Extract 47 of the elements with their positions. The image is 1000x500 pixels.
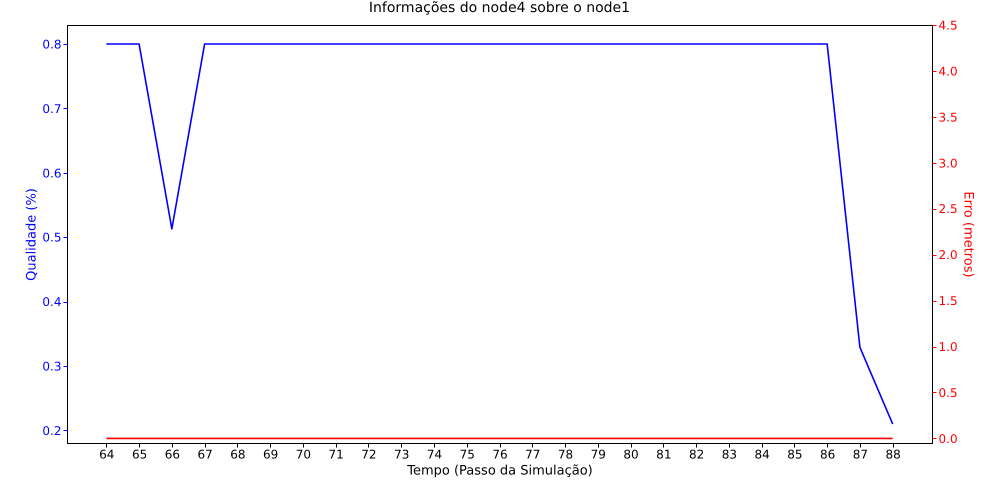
x-tick-label: 68 xyxy=(230,448,246,462)
x-tick-label: 82 xyxy=(688,448,704,462)
x-tick-label: 72 xyxy=(361,448,377,462)
x-tick-label: 85 xyxy=(787,448,803,462)
y-tick-label: 0.6 xyxy=(42,166,62,180)
x-tick-label: 81 xyxy=(656,448,672,462)
x-tick-label: 78 xyxy=(558,448,574,462)
y2-tick-label: 2.0 xyxy=(938,248,958,262)
y-axis-title: Qualidade (%) xyxy=(24,188,40,281)
x-tick-label: 65 xyxy=(132,448,148,462)
y-tick-label: 0.8 xyxy=(42,38,62,52)
x-tick-label: 69 xyxy=(263,448,278,462)
y2-axis-title: Erro (metros) xyxy=(960,191,976,278)
x-axis-title: Tempo (Passo da Simulação) xyxy=(406,464,593,478)
x-tick-label: 75 xyxy=(460,448,475,462)
y-tick-label: 0.2 xyxy=(42,424,62,438)
y-tick-label: 0.4 xyxy=(42,295,62,310)
x-tick-label: 87 xyxy=(852,448,868,462)
x-tick-label: 80 xyxy=(623,448,639,462)
y2-tick-label: 0.0 xyxy=(938,432,958,446)
x-tick-label: 86 xyxy=(820,448,836,462)
y2-tick-label: 3.5 xyxy=(938,110,958,124)
x-tick-label: 73 xyxy=(394,448,410,462)
y2-tick-label: 1.5 xyxy=(938,294,958,308)
y2-tick-label: 3.0 xyxy=(938,156,958,170)
x-tick-label: 64 xyxy=(99,448,114,462)
x-tick-label: 76 xyxy=(492,448,508,462)
y2-tick-label: 4.0 xyxy=(938,64,958,78)
x-tick-label: 71 xyxy=(328,448,344,462)
chart-title: Informações do node4 sobre o node1 xyxy=(368,0,630,16)
x-tick-label: 70 xyxy=(296,448,312,462)
y2-tick-label: 1.0 xyxy=(938,340,958,354)
x-tick-label: 79 xyxy=(590,448,606,462)
x-tick-label: 66 xyxy=(164,448,180,462)
line-series xyxy=(106,43,894,425)
y-tick-label: 0.7 xyxy=(42,102,62,116)
x-tick-label: 83 xyxy=(722,448,737,462)
x-tick-label: 84 xyxy=(754,448,770,462)
x-tick-label: 88 xyxy=(886,448,901,462)
y2-tick-label: 4.5 xyxy=(938,18,958,32)
x-tick-label: 74 xyxy=(426,448,442,462)
y2-tick-label: 0.5 xyxy=(938,386,958,400)
x-tick-label: 67 xyxy=(197,448,213,462)
y2-tick-label: 2.5 xyxy=(938,202,958,216)
y-tick-label: 0.3 xyxy=(42,360,62,374)
x-tick-label: 77 xyxy=(525,448,540,462)
y-tick-label: 0.5 xyxy=(42,230,62,245)
